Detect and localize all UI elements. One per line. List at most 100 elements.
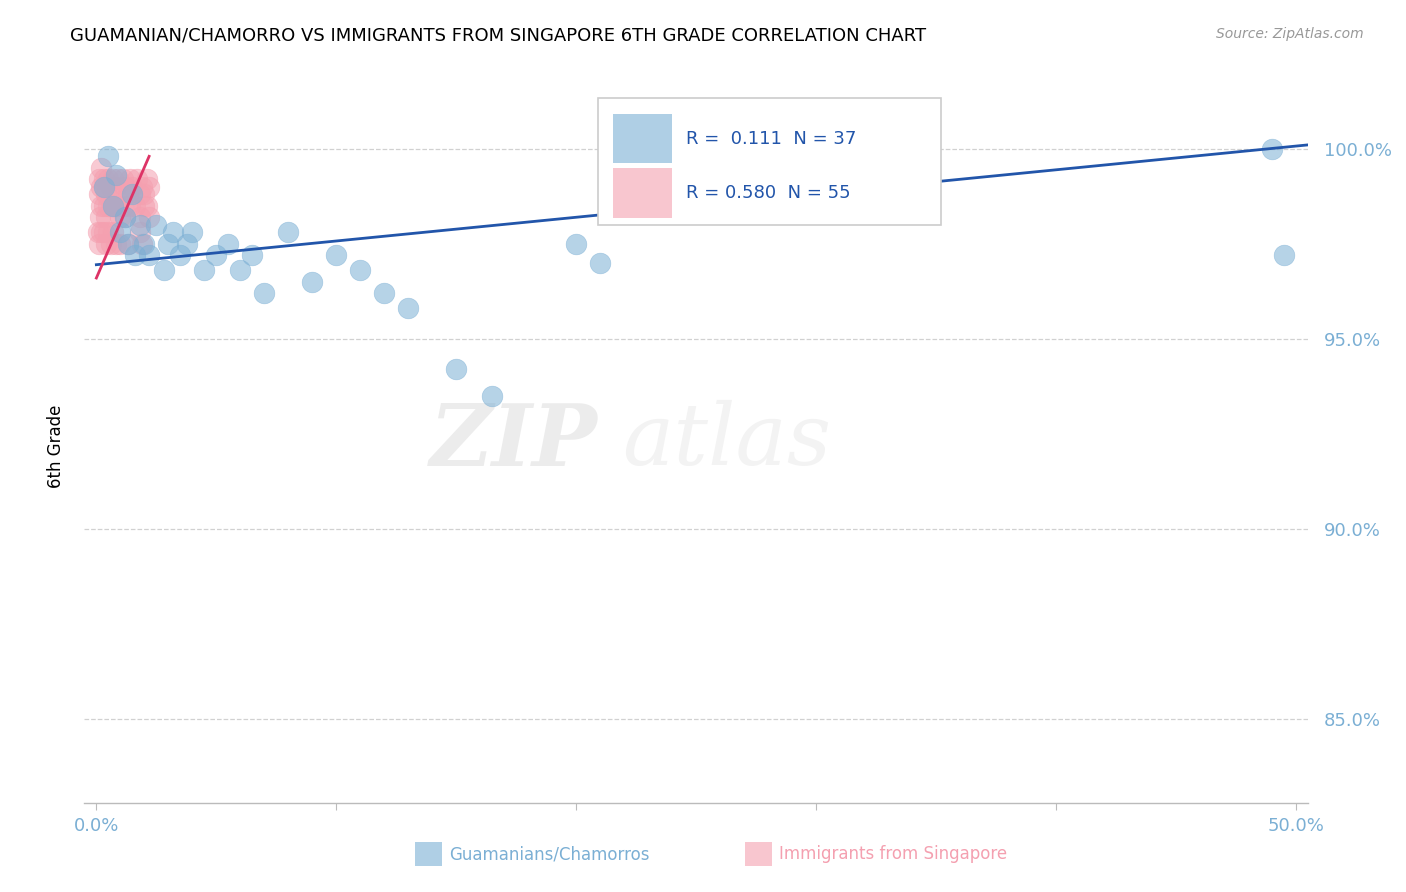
Point: [138, 248, 160, 262]
Point: [565, 236, 588, 251]
Point: [104, 199, 127, 213]
Text: ZIP: ZIP: [430, 400, 598, 483]
Point: [481, 389, 503, 403]
Point: [157, 236, 180, 251]
Point: [93, 179, 115, 194]
Point: [93, 179, 115, 194]
FancyBboxPatch shape: [613, 114, 672, 163]
Point: [89, 210, 111, 224]
Point: [97, 199, 120, 213]
Bar: [745, 842, 772, 866]
Point: [138, 210, 160, 224]
Point: [107, 172, 129, 186]
Point: [396, 301, 419, 316]
Point: [124, 199, 146, 213]
Point: [111, 172, 134, 186]
Point: [93, 199, 115, 213]
Point: [90, 199, 112, 213]
Point: [131, 236, 153, 251]
Point: [117, 236, 139, 251]
FancyBboxPatch shape: [613, 169, 672, 218]
Point: [240, 248, 263, 262]
Text: atlas: atlas: [623, 401, 832, 483]
Point: [100, 199, 122, 213]
Point: [87, 236, 110, 251]
Point: [101, 199, 124, 213]
Point: [128, 187, 150, 202]
Point: [193, 263, 215, 277]
Point: [118, 199, 141, 213]
Point: [94, 236, 117, 251]
Point: [90, 161, 112, 175]
Point: [138, 179, 160, 194]
Point: [100, 179, 122, 194]
Point: [104, 169, 127, 183]
Text: Source: ZipAtlas.com: Source: ZipAtlas.com: [1216, 27, 1364, 41]
Point: [87, 172, 110, 186]
Point: [277, 226, 299, 240]
Point: [124, 248, 146, 262]
Point: [110, 226, 132, 240]
Point: [111, 199, 134, 213]
Point: [134, 199, 156, 213]
Point: [128, 210, 150, 224]
Point: [1260, 142, 1282, 156]
Point: [94, 210, 117, 224]
Point: [110, 210, 132, 224]
Point: [135, 199, 157, 213]
Text: 6th Grade: 6th Grade: [48, 404, 65, 488]
Point: [128, 226, 150, 240]
Point: [104, 236, 127, 251]
Point: [110, 236, 132, 251]
Point: [117, 236, 139, 251]
Text: R = 0.580  N = 55: R = 0.580 N = 55: [686, 184, 851, 202]
Point: [114, 179, 136, 194]
Point: [93, 226, 115, 240]
Point: [101, 199, 124, 213]
Point: [94, 187, 117, 202]
Point: [114, 210, 136, 224]
Point: [1272, 248, 1295, 262]
Point: [162, 226, 184, 240]
Point: [301, 275, 323, 289]
Point: [127, 172, 149, 186]
Text: Immigrants from Singapore: Immigrants from Singapore: [779, 845, 1007, 863]
Point: [217, 236, 239, 251]
Point: [205, 248, 228, 262]
Point: [229, 263, 252, 277]
Point: [118, 172, 141, 186]
Point: [104, 179, 127, 194]
FancyBboxPatch shape: [598, 98, 941, 225]
Point: [86, 226, 108, 240]
Point: [117, 187, 139, 202]
Text: GUAMANIAN/CHAMORRO VS IMMIGRANTS FROM SINGAPORE 6TH GRADE CORRELATION CHART: GUAMANIAN/CHAMORRO VS IMMIGRANTS FROM SI…: [70, 27, 927, 45]
Point: [152, 263, 174, 277]
Point: [589, 256, 612, 270]
Point: [176, 236, 198, 251]
Point: [101, 172, 124, 186]
Point: [134, 187, 156, 202]
Point: [107, 199, 129, 213]
Point: [349, 263, 371, 277]
Point: [253, 286, 276, 301]
Point: [325, 248, 347, 262]
Point: [97, 149, 120, 163]
Point: [131, 179, 153, 194]
Point: [128, 218, 150, 232]
Point: [93, 172, 115, 186]
Point: [145, 218, 167, 232]
Point: [87, 187, 110, 202]
Point: [134, 236, 156, 251]
Bar: [415, 842, 441, 866]
Point: [181, 226, 204, 240]
Point: [97, 226, 120, 240]
Point: [90, 226, 112, 240]
Point: [100, 236, 122, 251]
Point: [444, 362, 467, 376]
Point: [90, 179, 112, 194]
Point: [97, 172, 120, 186]
Text: R =  0.111  N = 37: R = 0.111 N = 37: [686, 130, 856, 148]
Point: [121, 187, 143, 202]
Point: [110, 187, 132, 202]
Point: [135, 172, 157, 186]
